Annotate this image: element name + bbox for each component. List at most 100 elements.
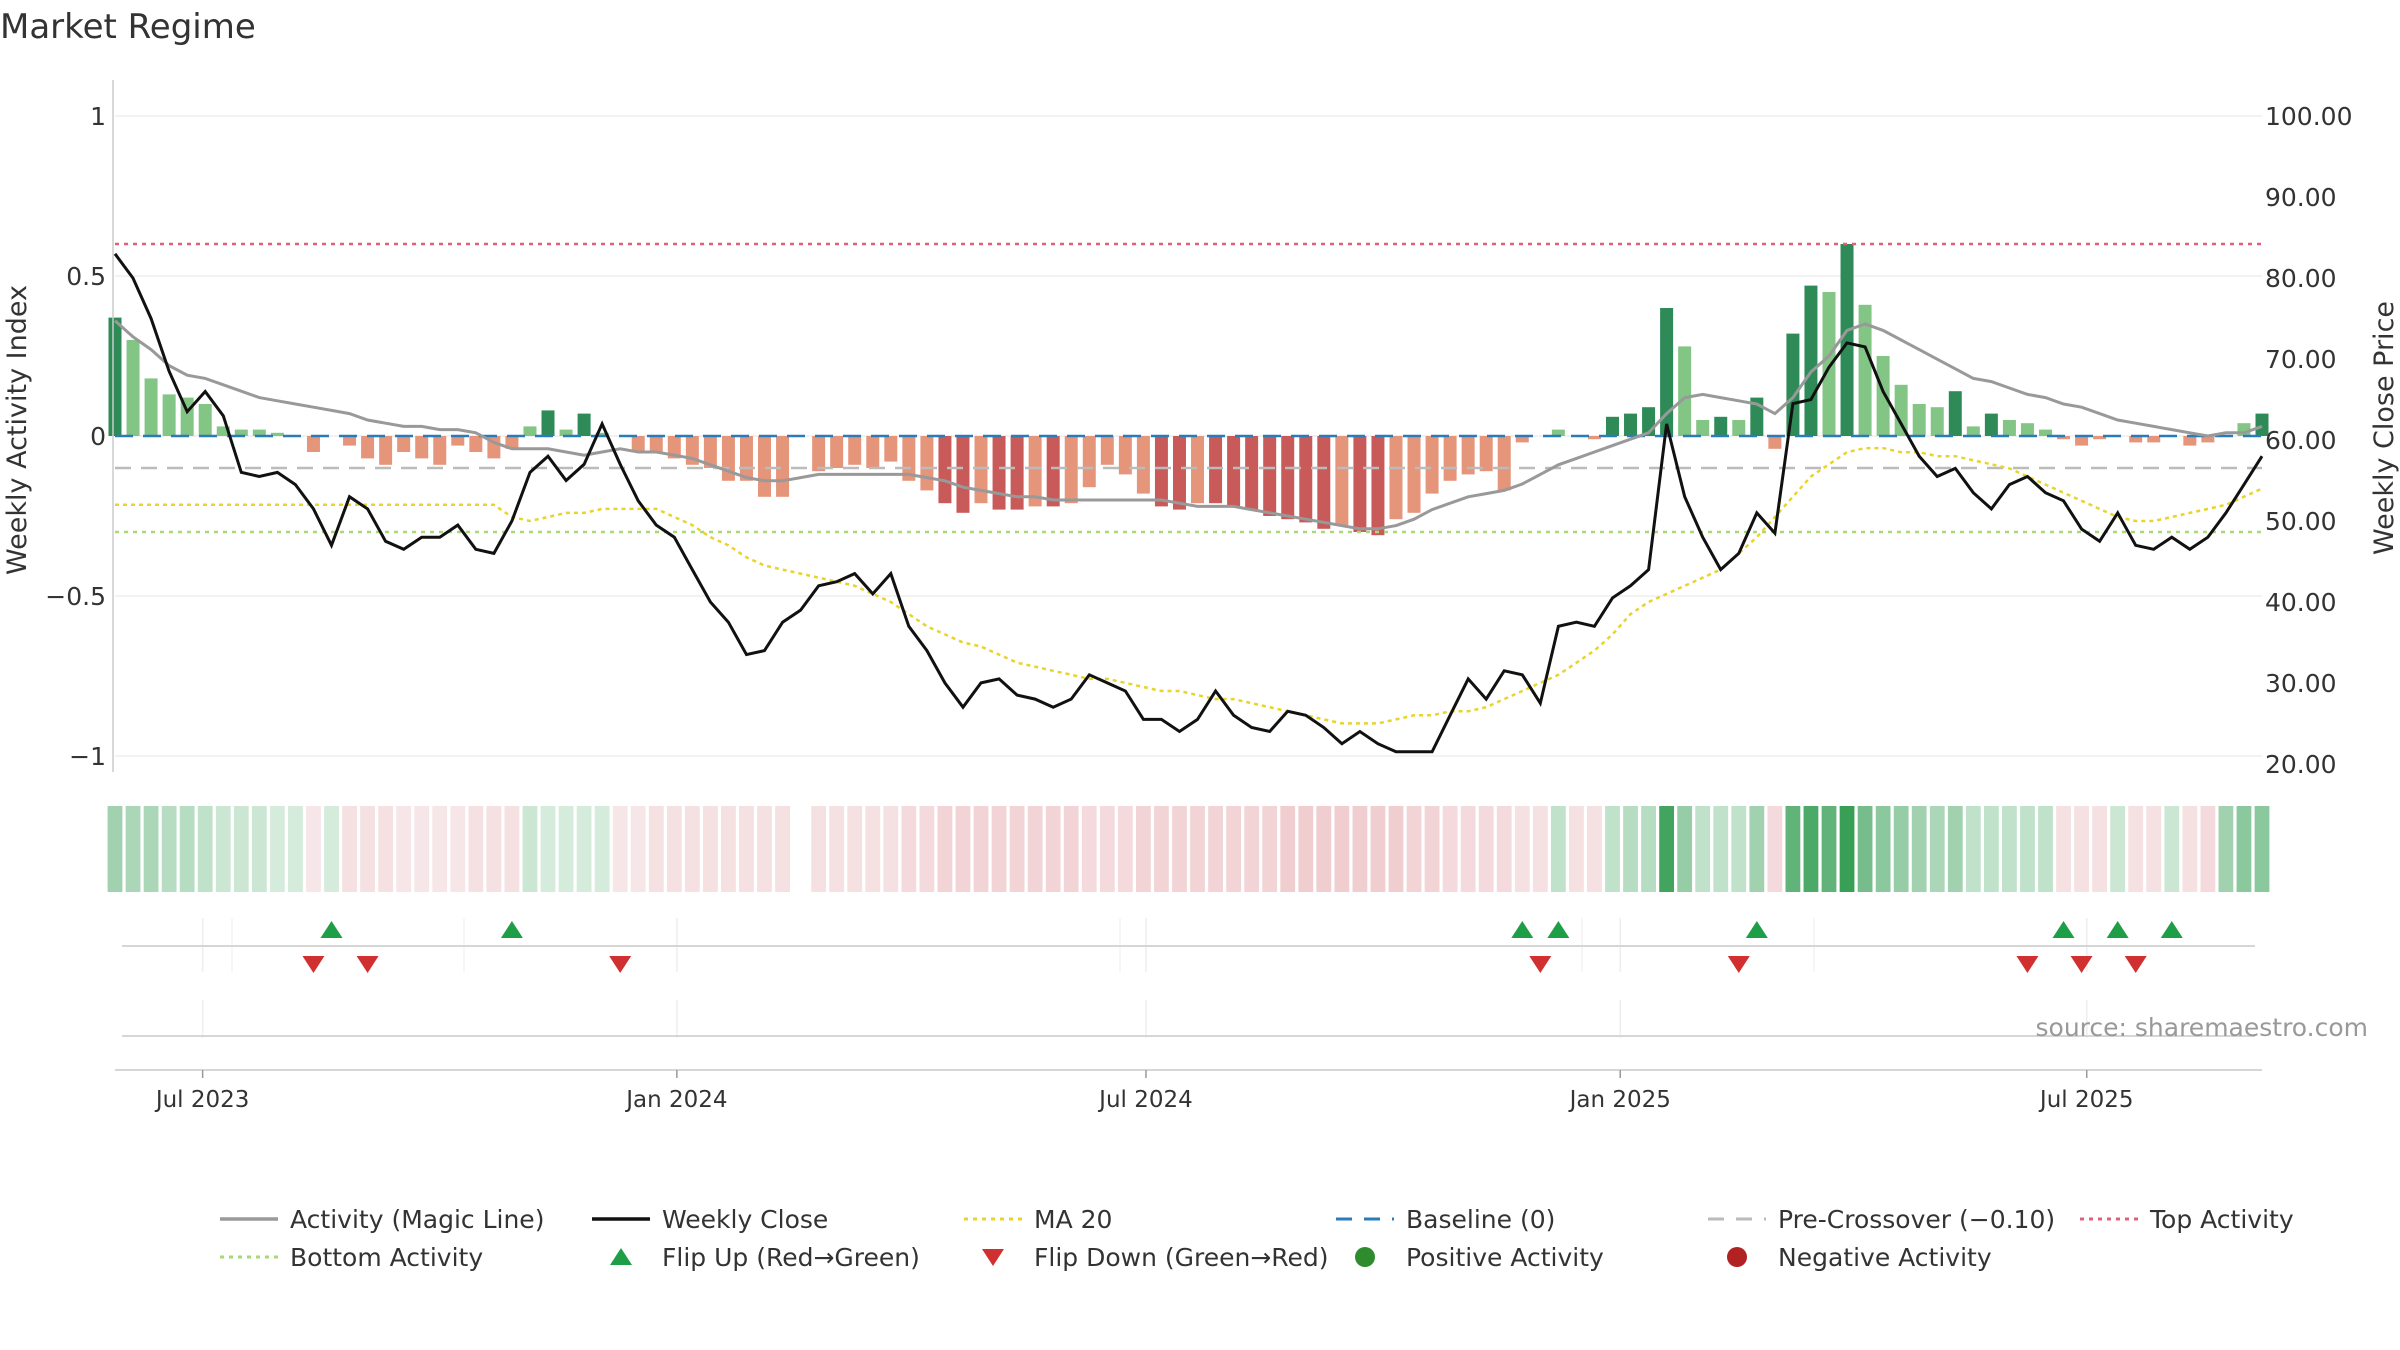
regime-cell bbox=[1803, 806, 1819, 892]
legend-item: Negative Activity bbox=[1727, 1243, 1992, 1272]
regime-cell bbox=[1713, 806, 1729, 892]
activity-bar bbox=[451, 436, 465, 446]
regime-cell bbox=[1298, 806, 1314, 892]
activity-bar bbox=[379, 436, 393, 465]
regime-cell bbox=[197, 806, 213, 892]
activity-bar bbox=[1678, 346, 1692, 436]
flip-down-marker bbox=[1727, 956, 1750, 973]
right-tick-label: 60.00 bbox=[2265, 426, 2337, 455]
activity-bar bbox=[739, 436, 753, 481]
regime-cell bbox=[594, 806, 610, 892]
activity-bar bbox=[884, 436, 898, 462]
activity-bar bbox=[1858, 304, 1872, 436]
activity-bar bbox=[523, 426, 537, 436]
activity-bar bbox=[848, 436, 862, 465]
regime-cell bbox=[1677, 806, 1693, 892]
magic-line-series bbox=[114, 319, 2263, 531]
activity-bar bbox=[1804, 285, 1818, 436]
regime-cell bbox=[1569, 806, 1584, 892]
legend-item: Flip Down (Green→Red) bbox=[982, 1243, 1329, 1272]
regime-cell bbox=[215, 806, 231, 892]
activity-bar bbox=[1461, 436, 1475, 475]
reference-lines bbox=[115, 242, 2262, 534]
regime-cell bbox=[504, 806, 520, 892]
regime-cell bbox=[973, 806, 989, 892]
flip-down-marker bbox=[2070, 956, 2093, 973]
regime-cell bbox=[1352, 806, 1368, 892]
activity-bar bbox=[1732, 420, 1746, 436]
activity-bar bbox=[2002, 420, 2016, 436]
activity-bars bbox=[108, 244, 2269, 536]
legend-label: Weekly Close bbox=[662, 1205, 828, 1234]
activity-bar bbox=[252, 429, 266, 436]
legend-label: Positive Activity bbox=[1406, 1243, 1604, 1272]
x-tick-label: Jul 2025 bbox=[2038, 1087, 2134, 1113]
regime-cell bbox=[630, 806, 646, 892]
activity-bar bbox=[2255, 413, 2269, 436]
activity-bar bbox=[1660, 308, 1674, 436]
legend-item: Pre-Crossover (−0.10) bbox=[1708, 1205, 2055, 1234]
activity-bar bbox=[1245, 436, 1259, 510]
flip-up-marker bbox=[1511, 921, 1534, 938]
regime-cell bbox=[2182, 806, 2198, 892]
legend-item: MA 20 bbox=[964, 1205, 1112, 1234]
activity-bar bbox=[776, 436, 790, 497]
regime-cell bbox=[1009, 806, 1025, 892]
activity-bar bbox=[1876, 356, 1890, 436]
regime-cell bbox=[1135, 806, 1151, 892]
activity-bar bbox=[577, 413, 591, 436]
activity-bar bbox=[361, 436, 375, 459]
regime-cell bbox=[161, 806, 177, 892]
regime-cell bbox=[811, 806, 827, 892]
regime-cell bbox=[1785, 806, 1801, 892]
activity-bar bbox=[1822, 292, 1836, 436]
activity-bar bbox=[1966, 426, 1980, 436]
activity-bar bbox=[1299, 436, 1313, 523]
activity-bar bbox=[1984, 413, 1998, 436]
activity-bar bbox=[1227, 436, 1241, 507]
activity-bar bbox=[2057, 436, 2071, 440]
regime-cell bbox=[1947, 806, 1963, 892]
left-tick-label: −0.5 bbox=[45, 582, 106, 611]
regime-cell bbox=[1244, 806, 1260, 892]
regime-cell bbox=[2092, 806, 2108, 892]
regime-cell bbox=[1857, 806, 1873, 892]
regime-cell bbox=[2074, 806, 2089, 892]
activity-bar bbox=[162, 394, 176, 436]
regime-cell bbox=[288, 806, 303, 892]
regime-cell bbox=[739, 806, 754, 892]
legend-triangle-down-icon bbox=[982, 1249, 1004, 1266]
regime-cell bbox=[721, 806, 736, 892]
regime-cell bbox=[1875, 806, 1891, 892]
regime-cell bbox=[1731, 806, 1747, 892]
right-tick-label: 40.00 bbox=[2265, 588, 2337, 617]
activity-bar bbox=[397, 436, 411, 452]
activity-bar bbox=[1046, 436, 1060, 507]
legend-item: Flip Up (Red→Green) bbox=[610, 1243, 920, 1272]
regime-cell bbox=[1334, 806, 1350, 892]
legend-label: Bottom Activity bbox=[290, 1243, 483, 1272]
activity-bar bbox=[1118, 436, 1132, 475]
right-tick-label: 30.00 bbox=[2265, 669, 2337, 698]
activity-bar bbox=[1479, 436, 1493, 472]
regime-cell bbox=[1695, 806, 1711, 892]
weekly-close-series bbox=[113, 252, 2264, 754]
flip-down-marker bbox=[609, 956, 632, 973]
regime-strip bbox=[107, 806, 2270, 892]
regime-cell bbox=[684, 806, 700, 892]
activity-bar bbox=[938, 436, 952, 504]
activity-bar bbox=[559, 429, 573, 436]
regime-cell bbox=[2110, 806, 2126, 892]
regime-cell bbox=[2146, 806, 2162, 892]
regime-cell bbox=[414, 806, 430, 892]
activity-bar bbox=[1353, 436, 1367, 532]
legend-dot-icon bbox=[1727, 1247, 1747, 1267]
legend-item: Baseline (0) bbox=[1336, 1205, 1555, 1234]
regime-cell bbox=[2218, 806, 2234, 892]
regime-cell bbox=[143, 806, 159, 892]
regime-cell bbox=[1406, 806, 1422, 892]
regime-cell bbox=[360, 806, 375, 892]
regime-cell bbox=[1659, 806, 1675, 892]
regime-cell bbox=[269, 806, 285, 892]
regime-cell bbox=[702, 806, 718, 892]
